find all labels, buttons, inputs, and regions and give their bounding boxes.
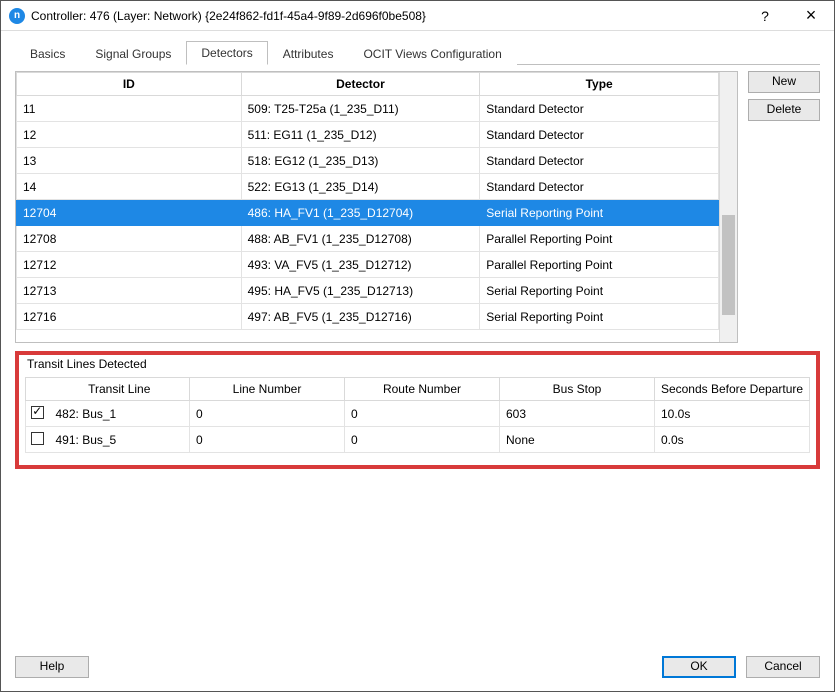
cell-id: 12 [17,122,242,148]
ok-button[interactable]: OK [662,656,736,678]
cell-seconds-before-departure: 10.0s [655,401,810,427]
tab-detectors[interactable]: Detectors [186,41,267,65]
app-icon: n [9,8,25,24]
tab-attributes[interactable]: Attributes [268,42,349,65]
cell-id: 12716 [17,304,242,330]
transit-line-row[interactable]: 491: Bus_500None0.0s [26,427,810,453]
scroll-track [722,72,735,342]
checkbox-icon[interactable] [31,406,44,419]
cell-line-number: 0 [190,427,345,453]
table-row[interactable]: 14522: EG13 (1_235_D14)Standard Detector [17,174,719,200]
cell-line-number: 0 [190,401,345,427]
table-row[interactable]: 12708488: AB_FV1 (1_235_D12708)Parallel … [17,226,719,252]
delete-button[interactable]: Delete [748,99,820,121]
tab-ocit-views-configuration[interactable]: OCIT Views Configuration [348,42,516,65]
table-row[interactable]: 12511: EG11 (1_235_D12)Standard Detector [17,122,719,148]
scrollbar-vertical[interactable] [719,72,737,342]
table-row[interactable]: 12712493: VA_FV5 (1_235_D12712)Parallel … [17,252,719,278]
cell-type: Standard Detector [480,96,719,122]
cell-detector: 486: HA_FV1 (1_235_D12704) [241,200,480,226]
cell-bus-stop: 603 [500,401,655,427]
transit-lines-group: Transit Lines Detected Transit LineLine … [15,351,820,469]
cell-detector: 518: EG12 (1_235_D13) [241,148,480,174]
cell-type: Standard Detector [480,148,719,174]
dialog-window: n Controller: 476 (Layer: Network) {2e24… [0,0,835,692]
tab-panel-detectors: IDDetectorType11509: T25-T25a (1_235_D11… [15,65,820,643]
column-header[interactable]: Detector [241,73,480,96]
cell-type: Serial Reporting Point [480,278,719,304]
table-row[interactable]: 12716497: AB_FV5 (1_235_D12716)Serial Re… [17,304,719,330]
cell-detector: 522: EG13 (1_235_D14) [241,174,480,200]
side-buttons: New Delete [748,71,820,343]
cell-id: 12713 [17,278,242,304]
column-header[interactable]: ID [17,73,242,96]
tab-signal-groups[interactable]: Signal Groups [80,42,186,65]
cell-type: Standard Detector [480,122,719,148]
column-header[interactable] [26,378,50,401]
column-header[interactable]: Transit Line [50,378,190,401]
cell-bus-stop: None [500,427,655,453]
new-button[interactable]: New [748,71,820,93]
cancel-button[interactable]: Cancel [746,656,820,678]
help-button[interactable]: Help [15,656,89,678]
cell-id: 11 [17,96,242,122]
cell-detector: 495: HA_FV5 (1_235_D12713) [241,278,480,304]
cell-id: 13 [17,148,242,174]
cell-route-number: 0 [345,401,500,427]
content-area: BasicsSignal GroupsDetectorsAttributesOC… [1,31,834,651]
spacer [15,469,820,643]
window-title: Controller: 476 (Layer: Network) {2e24f8… [31,9,742,23]
footer: Help OK Cancel [1,651,834,691]
tab-strip: BasicsSignal GroupsDetectorsAttributesOC… [15,41,820,65]
help-icon[interactable]: ? [742,1,788,31]
column-header[interactable]: Bus Stop [500,378,655,401]
transit-lines-table[interactable]: Transit LineLine NumberRoute NumberBus S… [25,377,810,453]
column-header[interactable]: Type [480,73,719,96]
cell-id: 12704 [17,200,242,226]
table-row[interactable]: 12704486: HA_FV1 (1_235_D12704)Serial Re… [17,200,719,226]
detectors-table-wrap: IDDetectorType11509: T25-T25a (1_235_D11… [15,71,738,343]
cell-transit-line: 491: Bus_5 [50,427,190,453]
table-row[interactable]: 11509: T25-T25a (1_235_D11)Standard Dete… [17,96,719,122]
cell-id: 14 [17,174,242,200]
checkbox-icon[interactable] [31,432,44,445]
detectors-table[interactable]: IDDetectorType11509: T25-T25a (1_235_D11… [16,72,719,330]
top-zone: IDDetectorType11509: T25-T25a (1_235_D11… [15,71,820,343]
transit-line-row[interactable]: 482: Bus_10060310.0s [26,401,810,427]
cell-detector: 511: EG11 (1_235_D12) [241,122,480,148]
table-row[interactable]: 13518: EG12 (1_235_D13)Standard Detector [17,148,719,174]
table-row[interactable]: 12713495: HA_FV5 (1_235_D12713)Serial Re… [17,278,719,304]
close-icon[interactable]: × [788,1,834,31]
cell-transit-line: 482: Bus_1 [50,401,190,427]
cell-type: Serial Reporting Point [480,304,719,330]
column-header[interactable]: Line Number [190,378,345,401]
tab-basics[interactable]: Basics [15,42,80,65]
cell-seconds-before-departure: 0.0s [655,427,810,453]
scroll-thumb[interactable] [722,215,735,315]
cell-detector: 493: VA_FV5 (1_235_D12712) [241,252,480,278]
column-header[interactable]: Seconds Before Departure [655,378,810,401]
cell-type: Standard Detector [480,174,719,200]
cell-detector: 497: AB_FV5 (1_235_D12716) [241,304,480,330]
cell-type: Serial Reporting Point [480,200,719,226]
group-label: Transit Lines Detected [27,357,812,371]
cell-detector: 509: T25-T25a (1_235_D11) [241,96,480,122]
cell-route-number: 0 [345,427,500,453]
cell-type: Parallel Reporting Point [480,226,719,252]
cell-detector: 488: AB_FV1 (1_235_D12708) [241,226,480,252]
cell-id: 12708 [17,226,242,252]
column-header[interactable]: Route Number [345,378,500,401]
cell-id: 12712 [17,252,242,278]
titlebar: n Controller: 476 (Layer: Network) {2e24… [1,1,834,31]
cell-type: Parallel Reporting Point [480,252,719,278]
